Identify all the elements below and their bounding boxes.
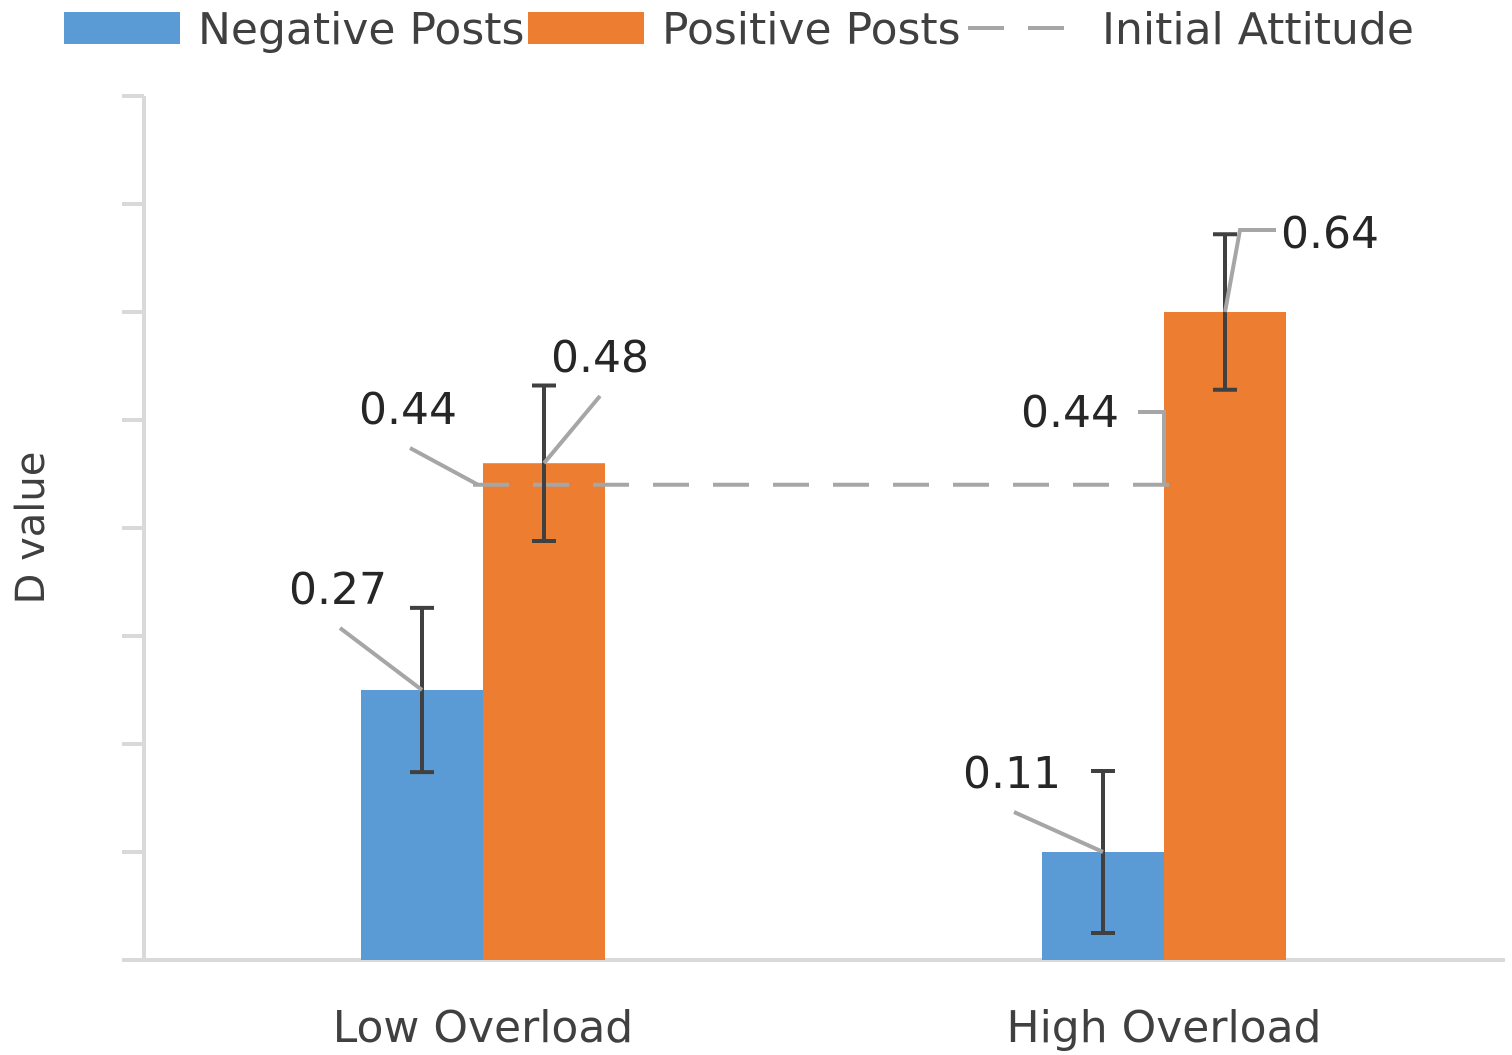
leader-lines-layer [338,228,1276,854]
data-label-initial-attitude-low-overload: 0.44 [359,384,457,435]
legend-label-negative-posts: Negative Posts [198,4,524,55]
data-labels: 0.27 0.11 0.48 0.64 0.44 0.44 [289,208,1379,799]
legend: Negative Posts Positive Posts Initial At… [64,4,1414,55]
data-label-initial-attitude-high-overload: 0.44 [1021,387,1119,438]
leader-initial-attitude-high-overload [1138,410,1166,485]
category-label-high-overload: High Overload [1007,1002,1322,1053]
y-axis-label: D value [8,452,54,605]
y-axis [122,94,146,960]
leader-positive-high-overload [1223,228,1276,313]
leader-initial-attitude-low-overload [409,446,479,487]
data-label-negative-low-overload: 0.27 [289,564,387,615]
leader-negative-low-overload [338,626,424,692]
bar-positive-posts-high-overload [1164,312,1286,960]
category-label-low-overload: Low Overload [333,1002,634,1053]
legend-swatch-positive-posts [528,12,644,44]
category-labels: Low Overload High Overload [333,1002,1322,1053]
legend-label-positive-posts: Positive Posts [662,4,961,55]
bars-layer [361,312,1286,960]
data-label-positive-high-overload: 0.64 [1281,208,1379,259]
data-label-negative-high-overload: 0.11 [963,748,1061,799]
y-axis-ticks [122,94,144,854]
data-label-positive-low-overload: 0.48 [551,332,649,383]
legend-swatch-negative-posts [64,12,180,44]
leader-negative-high-overload [1013,810,1104,854]
bar-positive-posts-low-overload [483,463,605,960]
legend-label-initial-attitude: Initial Attitude [1102,4,1414,55]
leader-positive-low-overload [542,394,602,465]
